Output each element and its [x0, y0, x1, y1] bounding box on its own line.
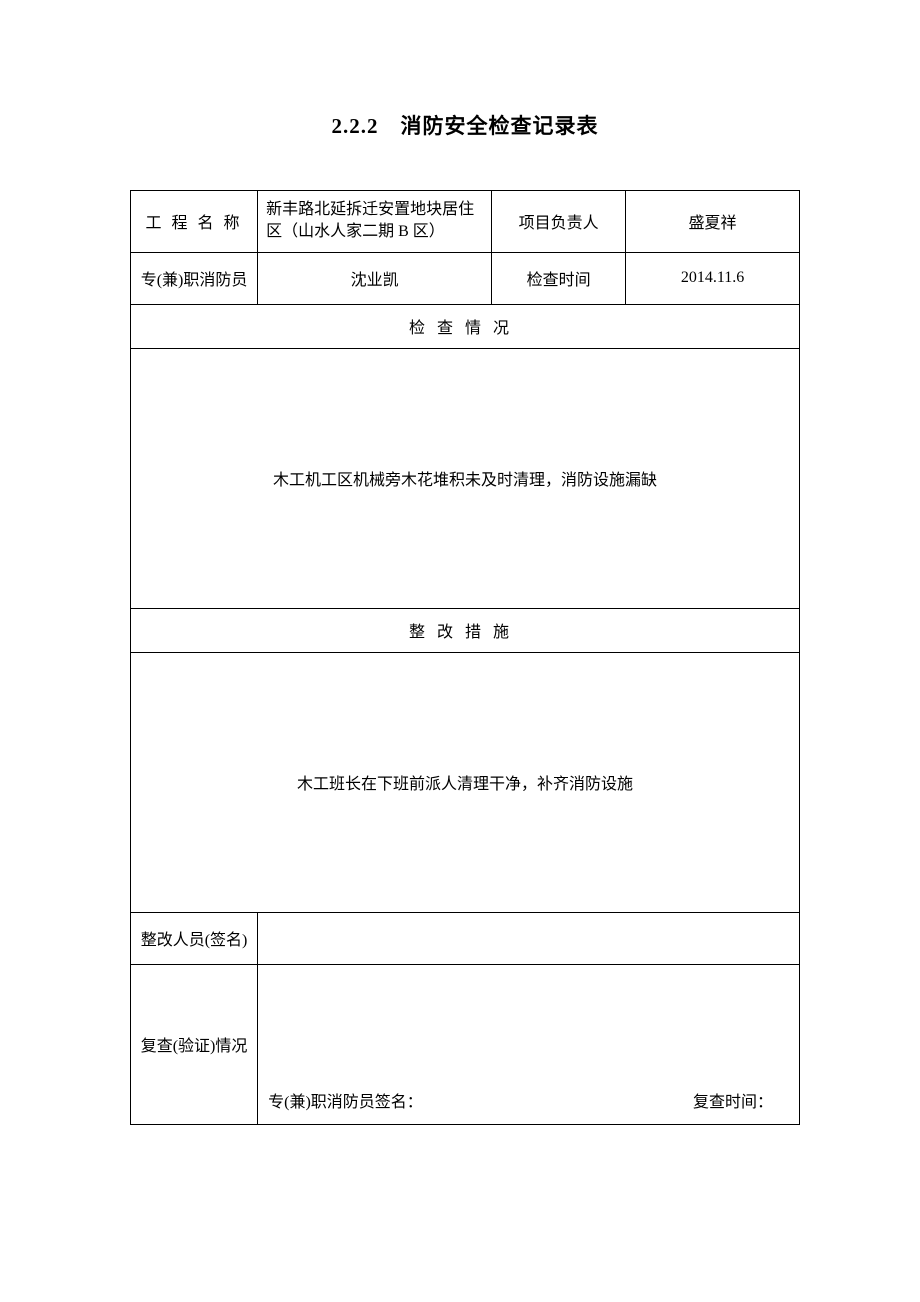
project-leader-label: 项目负责人 [492, 191, 626, 253]
inspection-table: 工 程 名 称 新丰路北延拆迁安置地块居住区（山水人家二期 B 区） 项目负责人… [130, 190, 800, 1125]
recheck-row: 复查(验证)情况 专(兼)职消防员签名： 复查时间： [131, 964, 800, 1124]
rectify-person-label: 整改人员(签名) [131, 912, 258, 964]
check-time-label: 检查时间 [492, 252, 626, 304]
firefighter-value: 沈业凯 [258, 252, 492, 304]
rectify-header: 整改措施 [131, 608, 800, 652]
recheck-time-label: 复查时间： [693, 1088, 773, 1112]
rectify-person-row: 整改人员(签名) [131, 912, 800, 964]
row-project-name: 工 程 名 称 新丰路北延拆迁安置地块居住区（山水人家二期 B 区） 项目负责人… [131, 191, 800, 253]
check-situation-content: 木工机工区机械旁木花堆积未及时清理，消防设施漏缺 [131, 348, 800, 608]
project-leader-value: 盛夏祥 [626, 191, 800, 253]
page-title: 2.2.2 消防安全检查记录表 [130, 110, 800, 140]
check-situation-header-row: 检查情况 [131, 304, 800, 348]
rectify-header-row: 整改措施 [131, 608, 800, 652]
firefighter-label: 专(兼)职消防员 [131, 252, 258, 304]
recheck-content: 专(兼)职消防员签名： 复查时间： [258, 964, 800, 1124]
check-situation-content-row: 木工机工区机械旁木花堆积未及时清理，消防设施漏缺 [131, 348, 800, 608]
check-situation-header: 检查情况 [131, 304, 800, 348]
row-firefighter: 专(兼)职消防员 沈业凯 检查时间 2014.11.6 [131, 252, 800, 304]
project-name-label: 工 程 名 称 [131, 191, 258, 253]
project-name-value: 新丰路北延拆迁安置地块居住区（山水人家二期 B 区） [258, 191, 492, 253]
rectify-content: 木工班长在下班前派人清理干净，补齐消防设施 [131, 652, 800, 912]
firefighter-sign-label: 专(兼)职消防员签名： [268, 1088, 423, 1112]
rectify-content-row: 木工班长在下班前派人清理干净，补齐消防设施 [131, 652, 800, 912]
recheck-label: 复查(验证)情况 [131, 964, 258, 1124]
rectify-person-value [258, 912, 800, 964]
check-time-value: 2014.11.6 [626, 252, 800, 304]
